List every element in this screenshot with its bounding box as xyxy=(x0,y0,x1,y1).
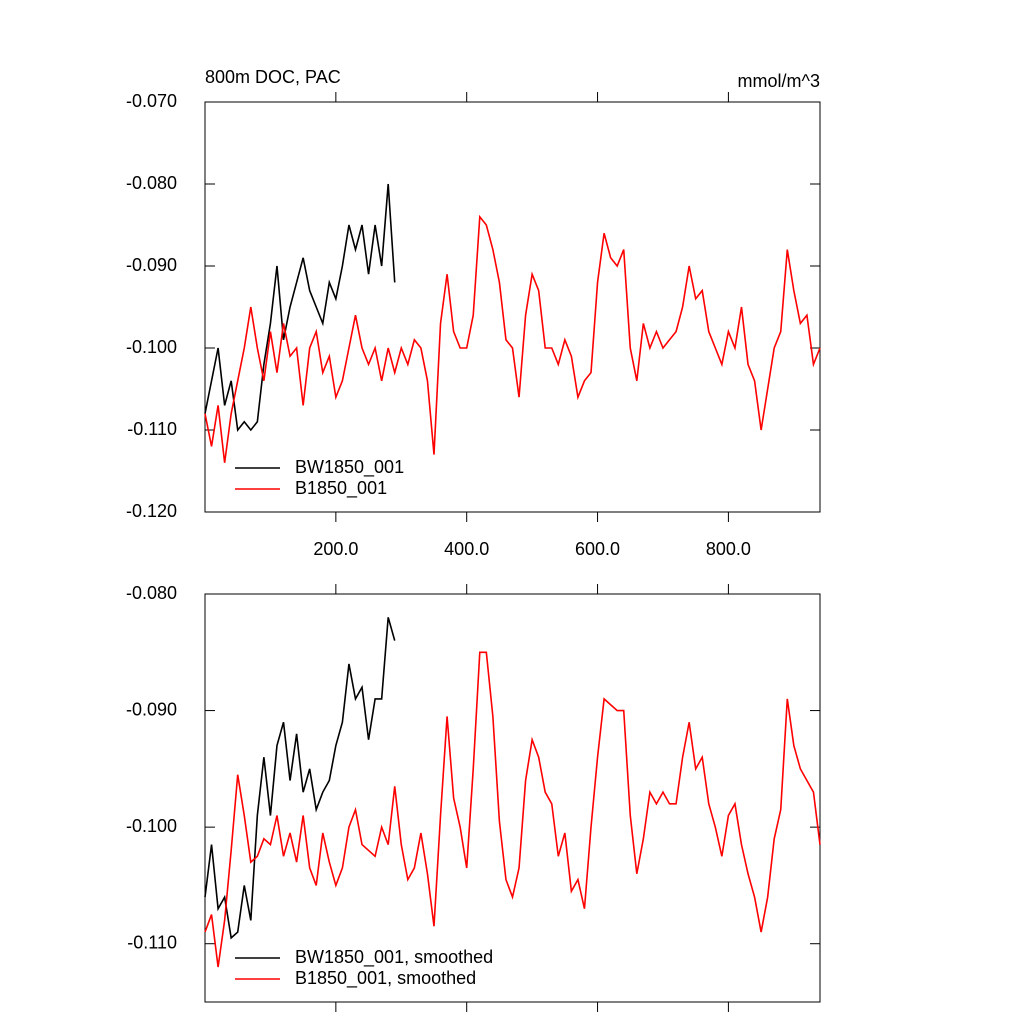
units-label: mmol/m^3 xyxy=(738,71,820,91)
x-tick-label: 600.0 xyxy=(575,539,620,559)
y-tick-label: -0.100 xyxy=(126,816,177,836)
y-tick-label: -0.080 xyxy=(126,173,177,193)
y-tick-label: -0.080 xyxy=(126,583,177,603)
y-tick-label: -0.090 xyxy=(126,699,177,719)
y-tick-label: -0.100 xyxy=(126,337,177,357)
y-tick-label: -0.120 xyxy=(126,501,177,521)
plot-frame xyxy=(204,101,821,513)
series-line xyxy=(204,214,821,463)
series-line xyxy=(204,617,396,940)
y-tick-label: -0.110 xyxy=(127,932,177,952)
legend-label: B1850_001 xyxy=(295,478,387,499)
legend-label: B1850_001, smoothed xyxy=(295,968,476,989)
legend-label: BW1850_001 xyxy=(295,457,404,478)
series-line xyxy=(204,183,396,432)
x-tick-label: 400.0 xyxy=(444,539,489,559)
legend-label: BW1850_001, smoothed xyxy=(295,947,493,968)
plot-frame xyxy=(204,593,821,1003)
y-tick-label: -0.070 xyxy=(126,91,177,111)
y-tick-label: -0.090 xyxy=(126,255,177,275)
x-tick-label: 800.0 xyxy=(706,539,751,559)
x-tick-label: 200.0 xyxy=(313,539,358,559)
series-line xyxy=(204,651,821,968)
y-tick-label: -0.110 xyxy=(127,419,177,439)
chart-title: 800m DOC, PAC xyxy=(205,67,341,87)
